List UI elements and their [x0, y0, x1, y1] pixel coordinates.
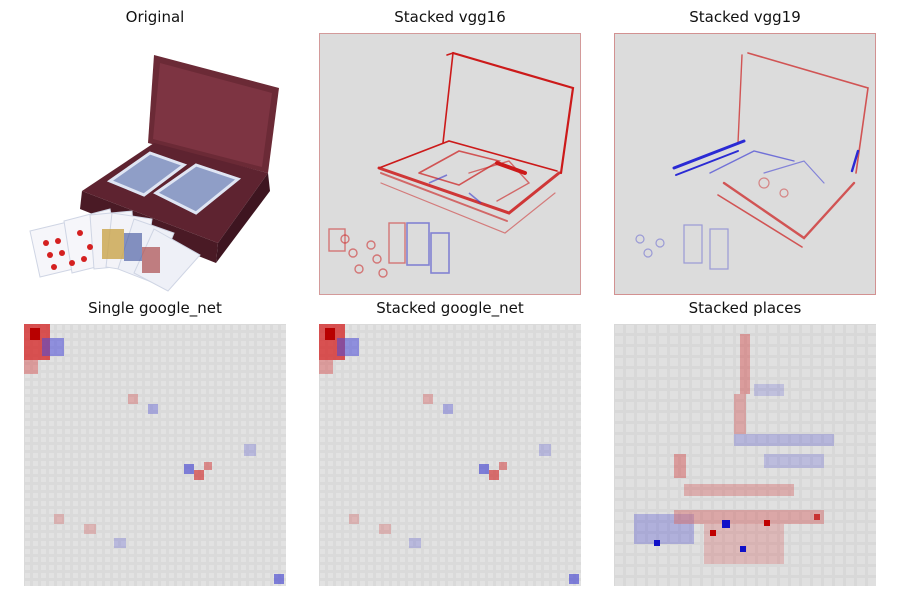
panel-title: Single google_net — [88, 299, 222, 317]
panel-title: Stacked places — [688, 299, 802, 317]
panel-title: Stacked vgg19 — [689, 8, 801, 26]
panel-title: Stacked vgg16 — [394, 8, 506, 26]
original-photo — [24, 33, 286, 295]
saliency-map — [614, 324, 876, 586]
saliency-map — [24, 324, 286, 586]
panel-title: Original — [125, 8, 185, 26]
saliency-map — [614, 33, 876, 295]
panel-title: Stacked google_net — [376, 299, 524, 317]
saliency-map — [319, 33, 581, 295]
saliency-map — [319, 324, 581, 586]
